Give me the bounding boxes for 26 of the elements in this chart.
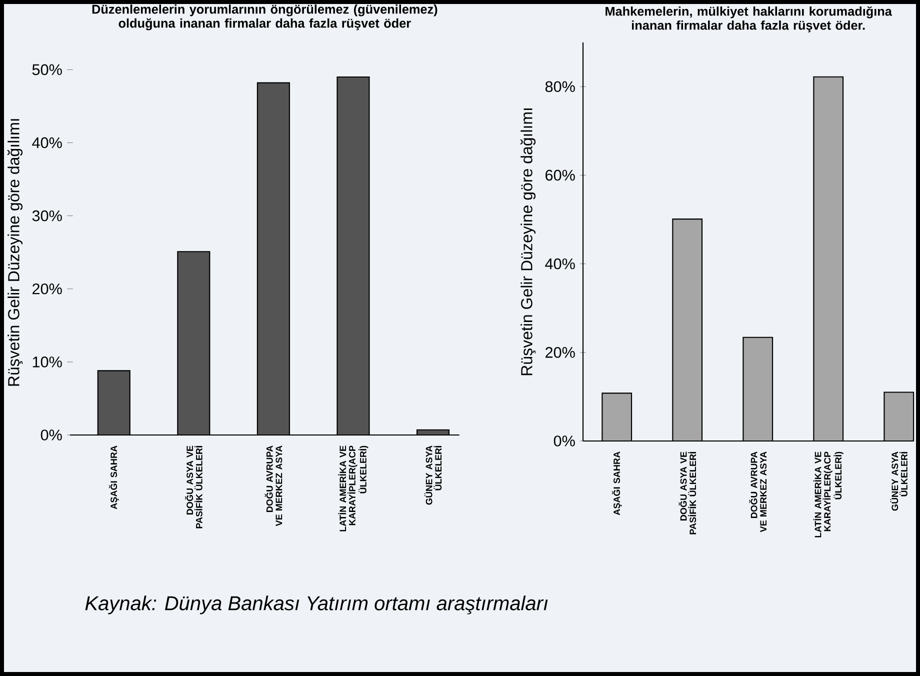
- y-tick-label: 30%: [32, 210, 62, 222]
- x-tick-label: GÜNEY ASYA ÜLKELERİ: [424, 446, 442, 505]
- y-tick-label: 10%: [32, 356, 62, 368]
- x-tick-label: LATİN AMERİKA VE KARAYİPLER(ACP ÜLKELERİ): [338, 446, 368, 532]
- x-tick-label: AŞAĞI SAHRA: [612, 452, 622, 516]
- y-tick-label: 20%: [546, 346, 575, 358]
- x-tick-label: GÜNEY ASYA ÜLKELERİ: [890, 452, 908, 511]
- y-tick-label: 0%: [554, 436, 575, 446]
- x-tick-label: DOĞU ASYA VE PASİFİK ÜLKELERİ: [184, 446, 202, 528]
- y-tick-label: 50%: [32, 64, 62, 76]
- text: Kaynak: Dünya Bankası Yatırım ortamı araştırmaları: [85, 596, 548, 614]
- y-tick-label: 20%: [32, 283, 62, 294]
- y-axis-title: Rüşvetin Gelir Düzeyine göre dağılımı: [520, 108, 536, 376]
- x-tick-label: AŞAĞI SAHRA: [108, 446, 119, 510]
- x-tick-label: LATİN AMERİKA VE KARAYİPLER(ACP ÜLKELERİ): [813, 452, 844, 538]
- y-tick-label: 40%: [32, 137, 62, 148]
- x-tick-label: DOĞU AVRUPA VE MERKEZ ASYA: [749, 452, 767, 532]
- chart-title: Düzenlemelerin yorumlarının öngörülemez (güvenilemez) olduğuna inanan firmalar daha fazla rüşvet öder: [92, 4, 438, 30]
- chart-title: Mahkemelerin, mülkiyet haklarını korumadığına inanan firmalar daha fazla rüşvet öder.: [606, 6, 892, 32]
- x-tick-label: DOĞU AVRUPA VE MERKEZ ASYA: [264, 446, 282, 526]
- y-axis-title: Rüşvetin Gelir Düzeyine göre dağılımı: [7, 119, 23, 386]
- y-tick-label: 80%: [545, 81, 575, 92]
- y-tick-label: 40%: [545, 258, 575, 270]
- x-tick-label: DOĞU ASYA VE PASİFİK ÜLKELERİ: [678, 452, 696, 534]
- y-tick-label: 0%: [40, 430, 62, 440]
- y-tick-label: 60%: [546, 170, 575, 181]
